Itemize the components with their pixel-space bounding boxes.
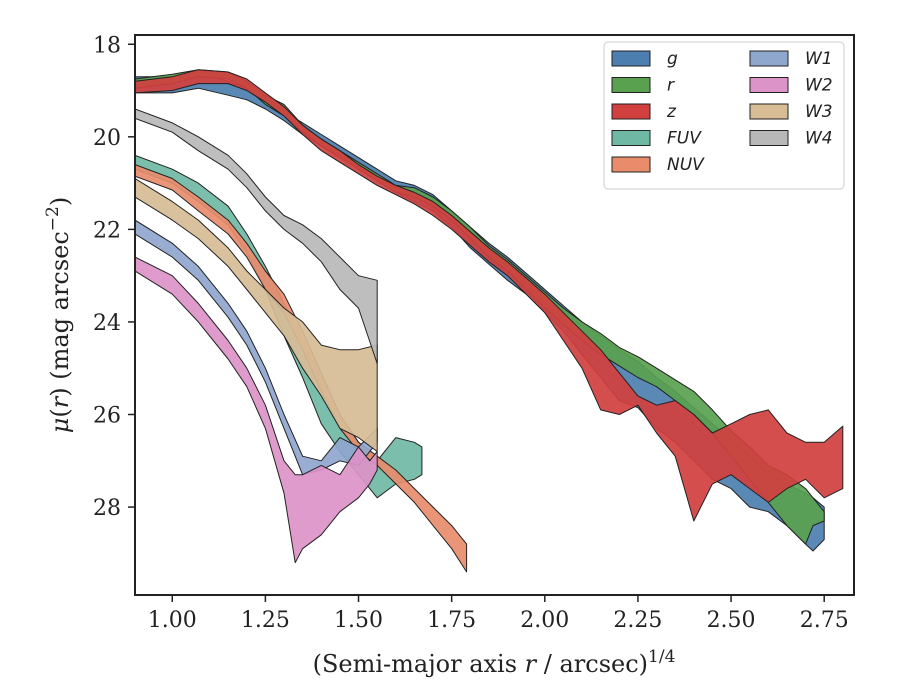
- legend: grz FUV NUV W1 W2 W3 W4: [603, 41, 845, 190]
- band-nuv: [135, 164, 468, 573]
- legend-swatch-w2: [749, 77, 789, 93]
- y-tick-label: 20: [93, 126, 121, 151]
- legend-swatch-z: [611, 103, 651, 120]
- legend-label-z: z: [666, 102, 677, 122]
- legend-swatch-g: [611, 50, 651, 67]
- legend-swatch-nuv: [611, 156, 651, 173]
- y-tick-label: 28: [93, 496, 121, 521]
- band-w2: [135, 256, 378, 564]
- band-z: [135, 69, 844, 522]
- y-tick-label: 24: [93, 311, 121, 336]
- legend-label-w2: W2: [805, 76, 833, 96]
- plot-frame: [134, 34, 855, 596]
- legend-swatch-r: [611, 77, 651, 93]
- x-tick-label: 1.50: [334, 608, 383, 633]
- legend-swatch-w4: [749, 130, 789, 146]
- legend-label-r: r: [667, 76, 675, 96]
- legend-label-nuv: NUV: [667, 155, 705, 175]
- legend-label-g: g: [667, 49, 678, 69]
- x-tick-label: 2.50: [707, 608, 756, 633]
- y-tick-label: 18: [93, 33, 121, 58]
- band-w4: [135, 108, 378, 365]
- x-tick-label: 2.75: [800, 608, 849, 633]
- x-axis-title: (Semi-major axis r / arcsec)1/4: [313, 647, 676, 678]
- x-axis: 1.00 1.25 1.50 1.75 2.00 2.25 2.50 2.75: [148, 595, 849, 633]
- x-tick-label: 1.25: [241, 608, 290, 633]
- x-tick-label: 2.00: [520, 608, 569, 633]
- legend-label-w4: W4: [805, 129, 833, 149]
- legend-swatch-fuv: [611, 130, 651, 146]
- x-tick-label: 2.25: [613, 608, 662, 633]
- x-tick-label: 1.75: [427, 608, 476, 633]
- y-tick-label: 26: [93, 404, 121, 429]
- band-w3: [135, 178, 378, 452]
- legend-swatch-w1: [749, 50, 789, 67]
- legend-swatch-w3: [749, 103, 789, 120]
- legend-label-w3: W3: [805, 102, 833, 122]
- x-tick-label: 1.00: [148, 608, 197, 633]
- legend-label-w1: W1: [805, 49, 833, 69]
- y-axis: 18 20 22 24 26 28: [93, 33, 135, 521]
- y-tick-label: 22: [93, 218, 121, 243]
- profile-bands: [135, 69, 844, 573]
- y-axis-title: μ(r) (mag arcsec−2): [43, 197, 74, 434]
- legend-label-fuv: FUV: [667, 129, 702, 149]
